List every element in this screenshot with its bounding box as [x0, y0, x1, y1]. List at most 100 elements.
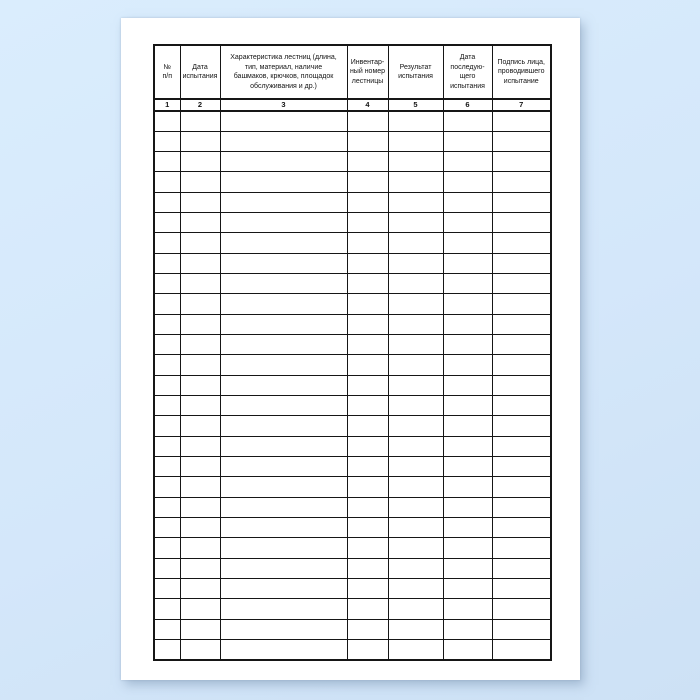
empty-cell	[387, 598, 444, 620]
empty-cell	[219, 395, 348, 417]
empty-cell	[491, 273, 552, 295]
empty-cell	[387, 537, 444, 559]
empty-cell	[179, 334, 221, 356]
empty-cell	[219, 639, 348, 661]
empty-cell	[442, 557, 493, 580]
empty-cell	[153, 273, 181, 295]
empty-cell	[153, 598, 181, 620]
empty-cell	[491, 252, 552, 275]
empty-cell	[387, 557, 444, 580]
empty-cell	[491, 313, 552, 336]
empty-cell	[442, 395, 493, 417]
empty-cell	[491, 598, 552, 620]
empty-cell	[346, 110, 389, 132]
table-row	[153, 212, 552, 234]
column-number-2: 2	[179, 98, 221, 112]
empty-cell	[442, 313, 493, 336]
empty-cell	[387, 110, 444, 132]
empty-cell	[387, 517, 444, 539]
empty-cell	[491, 557, 552, 580]
empty-cell	[179, 456, 221, 478]
document-page: № п/п Дата испытания Характеристика лестни…	[121, 18, 580, 680]
empty-cell	[219, 171, 348, 193]
empty-cell	[491, 496, 552, 519]
empty-cell	[387, 212, 444, 234]
empty-cell	[346, 557, 389, 580]
empty-cell	[387, 496, 444, 519]
table-row	[153, 496, 552, 519]
empty-cell	[387, 252, 444, 275]
empty-cell	[442, 435, 493, 458]
empty-cell	[442, 354, 493, 376]
empty-cell	[179, 374, 221, 397]
empty-cell	[442, 293, 493, 315]
empty-cell	[179, 578, 221, 600]
table-row	[153, 598, 552, 620]
empty-cell	[179, 476, 221, 498]
empty-cell	[491, 232, 552, 254]
empty-cell	[442, 232, 493, 254]
table-row	[153, 435, 552, 458]
empty-cell	[491, 374, 552, 397]
table-row	[153, 537, 552, 559]
empty-cell	[179, 273, 221, 295]
empty-cell	[442, 618, 493, 641]
table-row	[153, 110, 552, 132]
table-row	[153, 313, 552, 336]
table-row	[153, 639, 552, 661]
column-header-4: Инвентар- ный номер лестницы	[346, 44, 389, 100]
table-row	[153, 517, 552, 539]
empty-cell	[153, 537, 181, 559]
empty-cell	[153, 313, 181, 336]
header-row: № п/п Дата испытания Характеристика лестни…	[153, 44, 552, 100]
empty-cell	[387, 456, 444, 478]
empty-cell	[153, 212, 181, 234]
column-number-4: 4	[346, 98, 389, 112]
empty-cell	[491, 334, 552, 356]
empty-cell	[346, 517, 389, 539]
empty-cell	[346, 578, 389, 600]
empty-cell	[346, 232, 389, 254]
empty-cell	[179, 618, 221, 641]
empty-cell	[153, 415, 181, 437]
empty-cell	[179, 537, 221, 559]
empty-cell	[491, 212, 552, 234]
empty-cell	[346, 374, 389, 397]
column-number-1: 1	[153, 98, 181, 112]
empty-cell	[491, 476, 552, 498]
empty-cell	[491, 354, 552, 376]
table-row	[153, 476, 552, 498]
empty-cell	[179, 212, 221, 234]
empty-cell	[387, 334, 444, 356]
ladder-test-log-table: № п/п Дата испытания Характеристика лестни…	[153, 44, 552, 661]
table-row	[153, 130, 552, 153]
table-row	[153, 374, 552, 397]
empty-cell	[491, 415, 552, 437]
empty-cell	[491, 537, 552, 559]
empty-cell	[442, 110, 493, 132]
empty-cell	[219, 252, 348, 275]
column-number-3: 3	[219, 98, 348, 112]
table-row	[153, 456, 552, 478]
empty-cell	[442, 598, 493, 620]
empty-cell	[346, 395, 389, 417]
empty-cell	[491, 293, 552, 315]
empty-cell	[179, 110, 221, 132]
table-row	[153, 232, 552, 254]
empty-cell	[442, 374, 493, 397]
empty-cell	[179, 130, 221, 153]
empty-cell	[219, 374, 348, 397]
empty-cell	[387, 293, 444, 315]
empty-cell	[219, 110, 348, 132]
empty-cell	[442, 476, 493, 498]
empty-cell	[442, 130, 493, 153]
table-row	[153, 293, 552, 315]
empty-cell	[387, 151, 444, 173]
empty-cell	[491, 171, 552, 193]
empty-cell	[387, 171, 444, 193]
empty-cell	[219, 130, 348, 153]
empty-cell	[491, 578, 552, 600]
empty-cell	[153, 496, 181, 519]
empty-cell	[219, 293, 348, 315]
empty-cell	[346, 456, 389, 478]
